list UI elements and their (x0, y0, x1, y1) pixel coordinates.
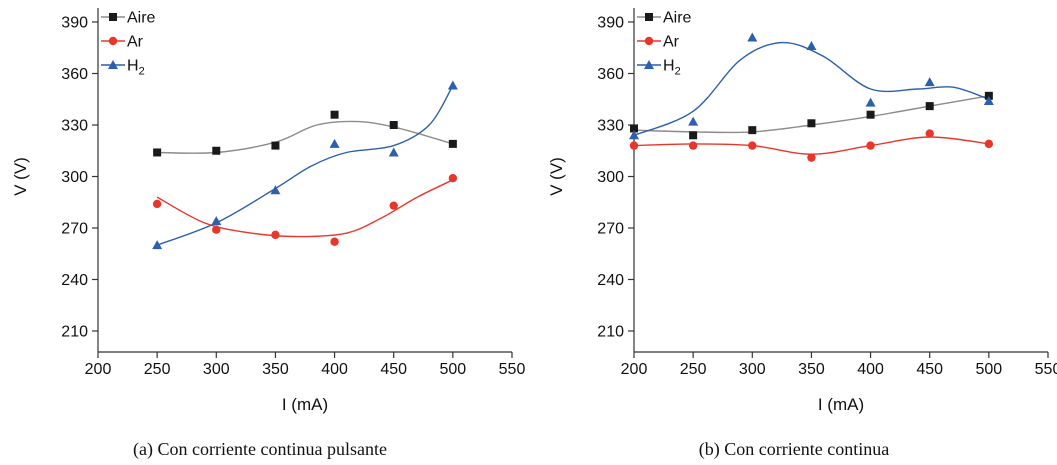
x-tick-label: 550 (499, 361, 526, 378)
data-point-h2 (270, 185, 281, 195)
y-tick-label: 210 (61, 324, 88, 341)
x-tick-label: 200 (621, 361, 648, 378)
fit-line-ar (156, 179, 454, 238)
y-tick-label: 390 (61, 15, 88, 32)
data-point-h2 (152, 240, 163, 250)
x-axis-label: I (mA) (818, 395, 864, 414)
x-tick-label: 250 (680, 361, 707, 378)
legend-label-aire: Aire (663, 10, 692, 27)
y-tick-label: 300 (61, 169, 88, 186)
legend-marker-aire (109, 13, 117, 21)
y-tick-label: 270 (597, 221, 624, 238)
data-point-ar (984, 139, 994, 149)
x-tick-label: 350 (262, 361, 289, 378)
data-point-aire (212, 146, 221, 155)
data-point-aire (271, 141, 280, 150)
legend-marker-ar (644, 36, 654, 46)
data-point-ar (925, 129, 934, 138)
fit-line-aire (157, 120, 454, 154)
x-tick-label: 250 (144, 361, 171, 378)
data-point-aire (984, 91, 993, 100)
y-axis-label: V (V) (547, 157, 566, 196)
y-tick-label: 360 (597, 66, 624, 83)
data-point-aire (448, 139, 457, 148)
data-point-aire (807, 119, 816, 128)
legend-label-ar: Ar (663, 34, 680, 51)
data-point-h2 (865, 97, 876, 107)
data-point-aire (330, 110, 339, 119)
x-tick-label: 400 (857, 361, 884, 378)
y-axis-label: V (V) (11, 157, 30, 196)
data-point-h2 (629, 130, 639, 140)
data-point-ar (448, 174, 458, 183)
data-point-ar (330, 237, 339, 246)
data-point-ar (389, 201, 398, 210)
data-point-ar (688, 141, 698, 150)
data-point-aire (689, 131, 698, 140)
data-point-ar (807, 153, 816, 162)
x-tick-label: 500 (440, 361, 467, 378)
data-point-h2 (747, 32, 758, 42)
legend-subscript: 2 (139, 66, 145, 78)
data-point-h2 (447, 80, 458, 90)
y-tick-label: 300 (597, 169, 624, 186)
y-tick-label: 240 (61, 272, 88, 289)
data-point-h2 (388, 147, 399, 157)
data-point-aire (630, 124, 638, 133)
fit-line-h2 (633, 41, 990, 136)
x-tick-label: 350 (798, 361, 825, 378)
data-point-h2 (329, 138, 340, 148)
x-tick-label: 500 (976, 361, 1003, 378)
y-tick-label: 240 (597, 272, 624, 289)
fit-line-ar (633, 136, 989, 155)
data-point-ar (271, 230, 280, 240)
legend-label-ar: Ar (127, 34, 144, 51)
data-point-ar (866, 141, 875, 150)
legend-label-aire: Aire (127, 10, 156, 27)
chart-panel-b: 210 240 270 300 330 360 390 200 250 300 350 400 450 5… (547, 8, 1057, 460)
x-tick-label: 550 (1035, 361, 1057, 378)
x-tick-label: 200 (85, 361, 112, 378)
y-tick-label: 330 (597, 118, 624, 135)
legend-marker-h2 (644, 60, 654, 69)
data-point-aire (748, 126, 757, 135)
x-tick-label: 400 (321, 361, 348, 378)
data-point-aire (153, 148, 162, 157)
figure-caption: (b) Con corriente continua (699, 439, 889, 460)
data-point-h2 (806, 41, 817, 51)
legend-marker-aire (645, 13, 653, 21)
data-point-aire (389, 121, 398, 129)
data-point-ar (152, 199, 162, 209)
data-point-ar (212, 225, 221, 234)
y-tick-label: 210 (597, 324, 624, 341)
data-point-h2 (924, 77, 935, 87)
data-point-h2 (983, 95, 994, 105)
data-point-ar (629, 141, 639, 150)
legend-marker-ar (108, 36, 118, 46)
legend-label-h2: H2 (663, 58, 681, 78)
data-point-ar (748, 141, 757, 150)
legend-subscript: 2 (675, 66, 681, 78)
legend-marker-h2 (108, 60, 118, 69)
figure-caption: (a) Con corriente continua pulsante (133, 439, 387, 460)
x-tick-label: 300 (739, 361, 766, 378)
chart-panel-a: 210 240 270 300 330 360 390 200 250 300 350 400 450 5… (11, 8, 525, 460)
y-tick-label: 390 (597, 15, 624, 32)
data-point-aire (866, 110, 875, 119)
x-axis-label: I (mA) (282, 395, 328, 414)
data-point-h2 (211, 216, 222, 226)
data-point-h2 (688, 116, 699, 126)
data-point-aire (925, 102, 934, 111)
legend-label-h2: H2 (127, 58, 145, 78)
x-tick-label: 300 (203, 361, 230, 378)
fit-line-h2 (156, 85, 454, 246)
y-tick-label: 360 (61, 66, 88, 83)
x-tick-label: 450 (380, 361, 407, 378)
y-tick-label: 330 (61, 118, 88, 135)
y-tick-label: 270 (61, 221, 88, 238)
x-tick-label: 450 (916, 361, 943, 378)
